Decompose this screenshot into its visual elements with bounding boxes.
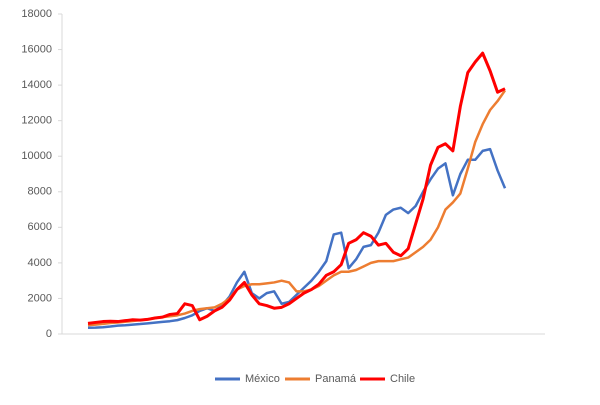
y-tick-label: 16000: [21, 43, 52, 55]
legend-label: Panamá: [315, 373, 357, 385]
y-tick-label: 0: [46, 328, 52, 340]
y-tick-label: 18000: [21, 8, 52, 20]
y-tick-label: 8000: [28, 186, 52, 198]
y-tick-label: 4000: [28, 257, 52, 269]
y-tick-label: 12000: [21, 115, 52, 127]
y-tick-label: 6000: [28, 221, 52, 233]
y-tick-label: 14000: [21, 79, 52, 91]
legend-label: Chile: [390, 373, 415, 385]
series-line: [87, 51, 506, 325]
y-tick-label: 10000: [21, 150, 52, 162]
y-tick-label: 2000: [28, 292, 52, 304]
series-line: [87, 147, 507, 330]
legend-label: México: [245, 373, 280, 385]
